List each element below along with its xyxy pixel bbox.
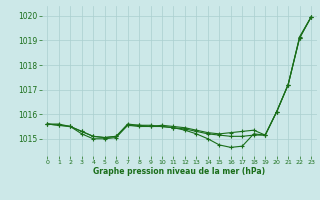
X-axis label: Graphe pression niveau de la mer (hPa): Graphe pression niveau de la mer (hPa) xyxy=(93,167,265,176)
